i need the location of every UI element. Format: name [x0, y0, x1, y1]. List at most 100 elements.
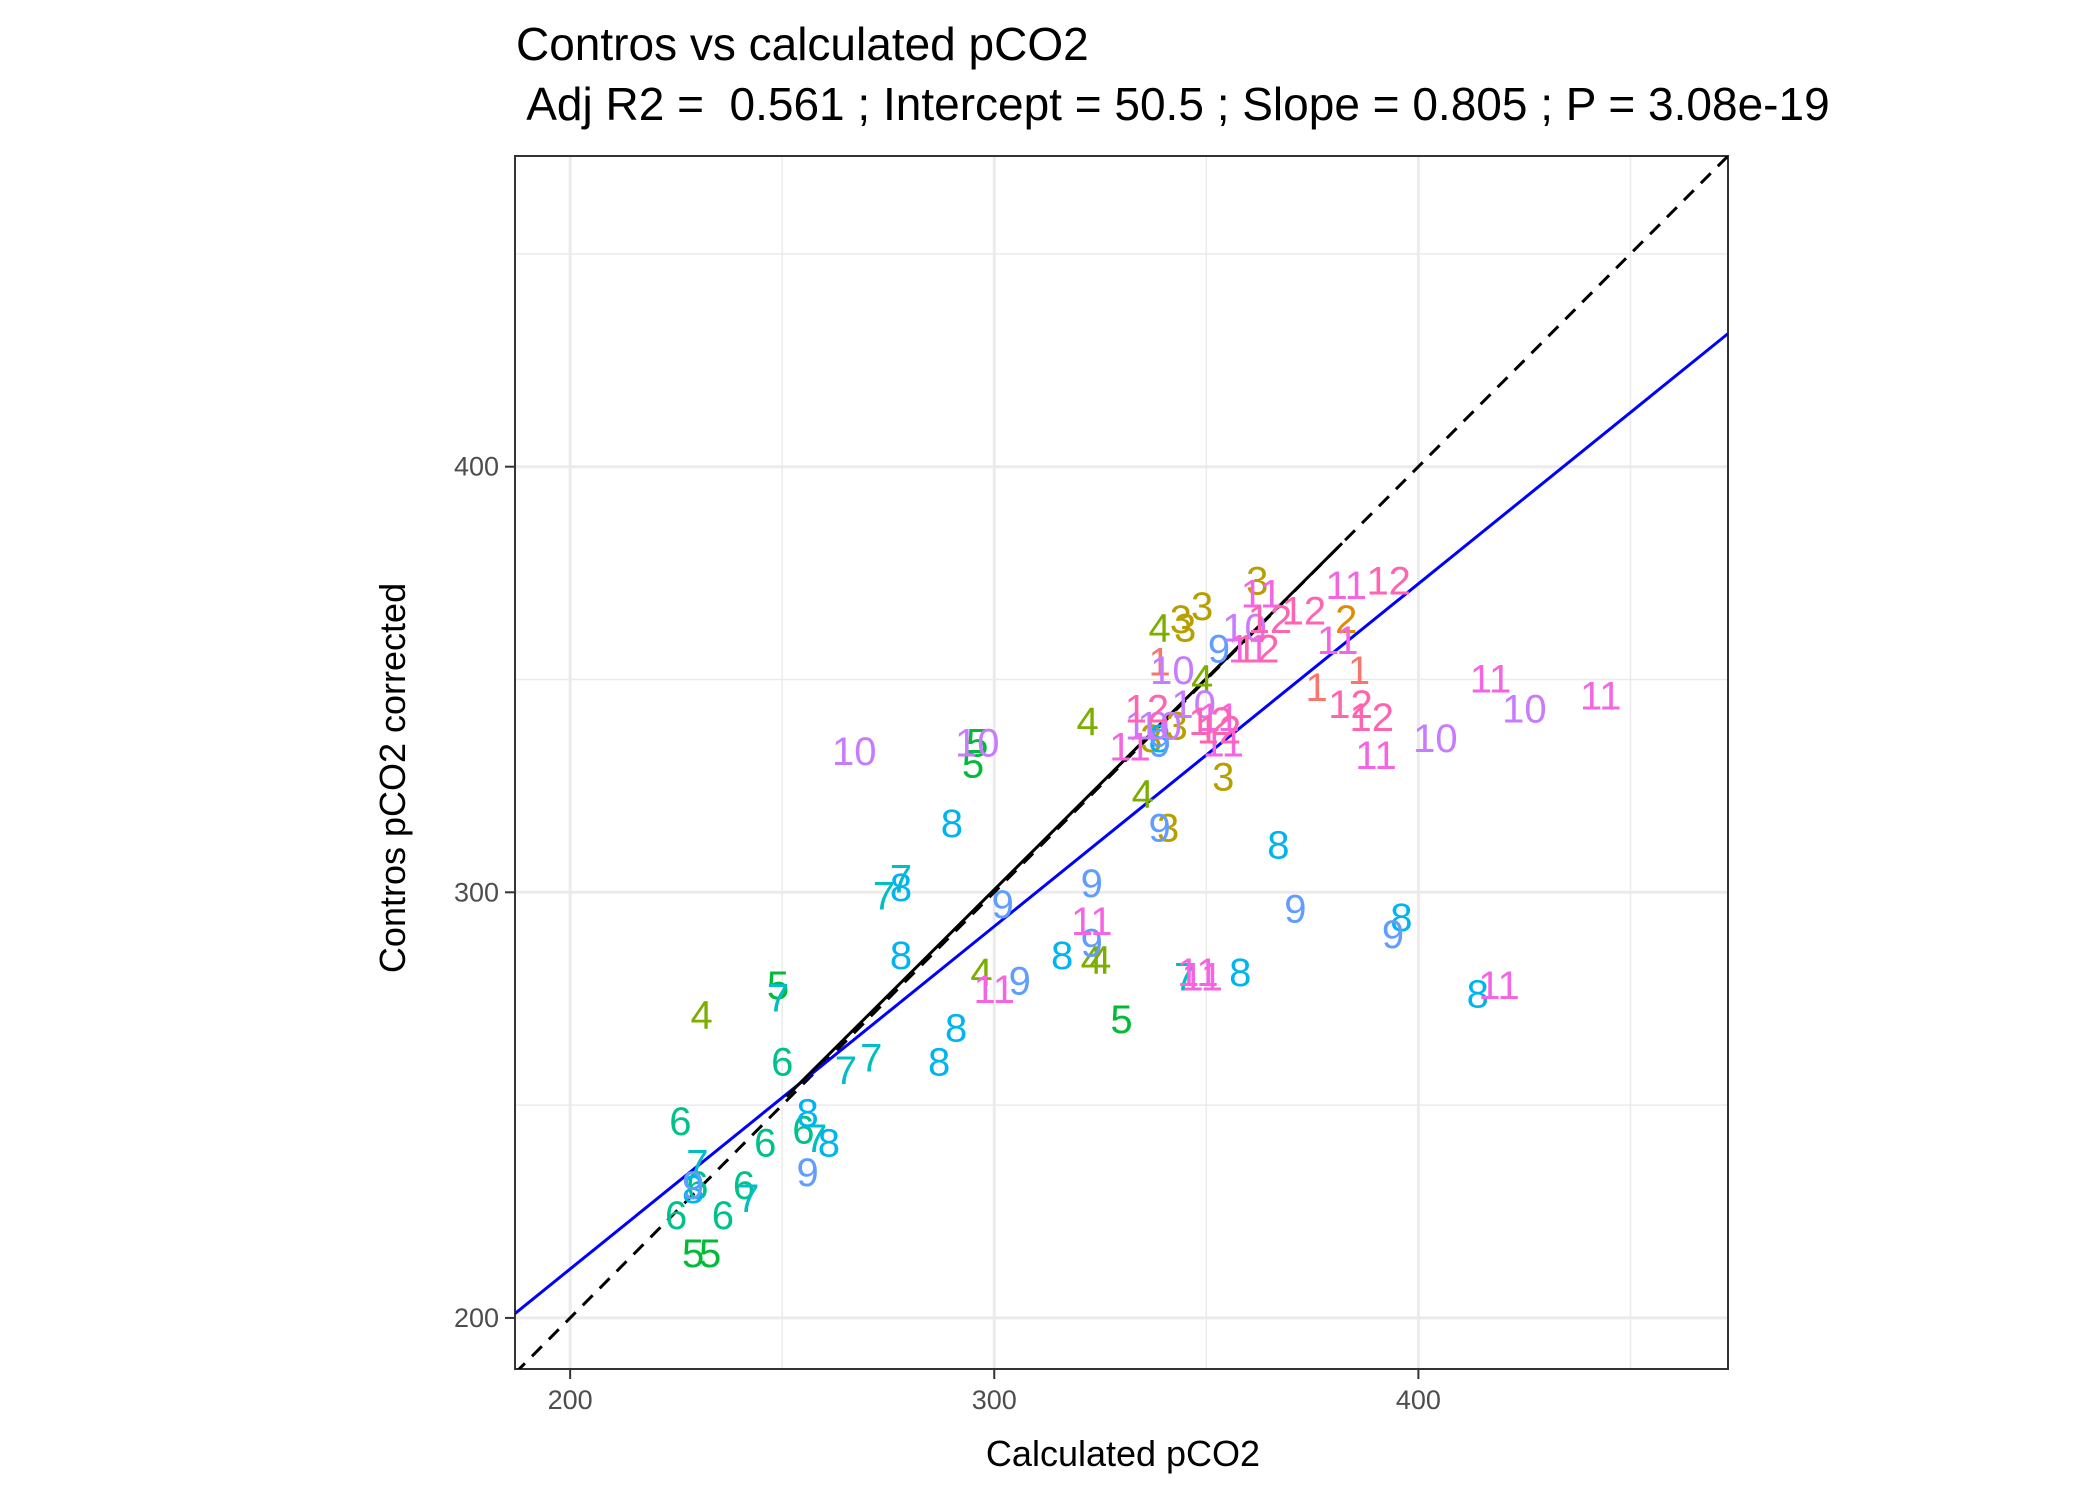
point-label: 8 — [1390, 896, 1412, 940]
x-tick-label: 300 — [972, 1385, 1017, 1415]
point-label: 8 — [1467, 972, 1489, 1016]
point-label: 12 — [1282, 589, 1327, 633]
point-label: 7 — [860, 1036, 882, 1080]
point-label: 5 — [966, 721, 988, 765]
point-label: 3 — [1166, 704, 1188, 748]
point-label: 11 — [1071, 900, 1113, 944]
point-label: 9 — [1284, 887, 1306, 931]
grid-lines — [515, 156, 1728, 1369]
point-label: 9 — [682, 1164, 704, 1208]
point-label: 4 — [970, 951, 992, 995]
point-label: 8 — [890, 866, 912, 910]
point-label: 11 — [1228, 628, 1270, 672]
point-label: 8 — [1267, 823, 1289, 867]
chart-title: Contros vs calculated pCO2 — [516, 18, 1089, 70]
point-label: 9 — [1149, 721, 1171, 765]
point-label: 5 — [699, 1232, 721, 1276]
point-label: 8 — [797, 1092, 819, 1136]
point-label: 5 — [1110, 998, 1132, 1042]
point-label: 12 — [1328, 683, 1373, 727]
chart-subtitle: Adj R2 = 0.561 ; Intercept = 50.5 ; Slop… — [516, 78, 1830, 130]
point-label: 10 — [1171, 683, 1216, 727]
point-label: 10 — [1125, 704, 1170, 748]
point-label: 11 — [1177, 951, 1219, 995]
point-label: 11 — [1203, 721, 1245, 765]
point-label: 12 — [1248, 598, 1293, 642]
point-label: 3 — [1170, 598, 1192, 642]
point-label: 9 — [1081, 862, 1103, 906]
point-label: 10 — [1413, 717, 1458, 761]
point-label: 2 — [1335, 598, 1357, 642]
point-label: 3 — [1246, 560, 1268, 604]
point-label: 8 — [928, 1041, 950, 1085]
point-label: 4 — [690, 994, 712, 1038]
point-label: 5 — [962, 743, 984, 787]
point-label: 7 — [805, 1117, 827, 1161]
point-label: 4 — [1081, 938, 1103, 982]
point-label: 10 — [1502, 687, 1547, 731]
x-axis-title: Calculated pCO2 — [986, 1433, 1260, 1474]
point-label: 9 — [1081, 921, 1103, 965]
point-label: 6 — [754, 1121, 776, 1165]
point-label: 9 — [992, 883, 1014, 927]
point-label: 3 — [1157, 806, 1179, 850]
point-label: 8 — [890, 934, 912, 978]
y-tick-label: 200 — [454, 1303, 499, 1333]
point-label: 5 — [767, 964, 789, 1008]
point-label: 11 — [1470, 658, 1512, 702]
point-label: 9 — [1009, 960, 1031, 1004]
point-label: 4 — [1076, 700, 1098, 744]
point-label: 3 — [1174, 606, 1196, 650]
point-label: 9 — [1208, 628, 1230, 672]
point-label: 11 — [973, 968, 1015, 1012]
point-label: 11 — [1198, 696, 1240, 740]
point-label: 7 — [890, 858, 912, 902]
point-label: 8 — [682, 1168, 704, 1212]
plot-panel-border — [514, 155, 1729, 1370]
line-segment — [785, 542, 1344, 1098]
point-label: 8 — [941, 802, 963, 846]
point-label: 8 — [1149, 717, 1171, 761]
point-label: 12 — [1366, 560, 1411, 604]
point-label: 8 — [818, 1121, 840, 1165]
point-label: 11 — [1478, 964, 1520, 1008]
point-label: 8 — [945, 1007, 967, 1051]
point-label: 6 — [792, 1109, 814, 1153]
point-label: 11 — [1241, 572, 1283, 616]
point-label: 7 — [737, 1177, 759, 1221]
point-label: 7 — [767, 977, 789, 1021]
point-label: 1 — [1348, 649, 1370, 693]
point-label: 8 — [1229, 951, 1251, 995]
point-label: 7 — [873, 875, 895, 919]
point-label: 4 — [1191, 658, 1213, 702]
point-label: 12 — [1125, 687, 1170, 731]
point-label: 3 — [1140, 717, 1162, 761]
point-label: 10 — [1150, 649, 1195, 693]
point-label: 5 — [682, 1232, 704, 1276]
point-label: 11 — [1181, 955, 1223, 999]
point-label: 10 — [832, 730, 877, 774]
x-tick-label: 200 — [548, 1385, 593, 1415]
point-label: 6 — [669, 1100, 691, 1144]
point-label: 6 — [686, 1164, 708, 1208]
point-label: 6 — [733, 1164, 755, 1208]
line-fit — [515, 332, 1728, 1315]
point-label: 1 — [1149, 640, 1171, 684]
point-label: 3 — [1212, 755, 1234, 799]
point-label: 4 — [1149, 606, 1171, 650]
point-label: 11 — [1355, 734, 1397, 778]
x-tick-label: 400 — [1396, 1385, 1441, 1415]
y-tick-label: 400 — [454, 452, 499, 482]
point-label: 4 — [1089, 938, 1111, 982]
point-label: 10 — [955, 721, 1000, 765]
point-label: 4 — [1132, 772, 1154, 816]
point-label: 11 — [1317, 619, 1359, 663]
axes: 200 300 400 200 300 400 — [454, 452, 1441, 1415]
point-label: 12 — [1349, 696, 1394, 740]
point-label: 11 — [1580, 675, 1622, 719]
point-label: 1 — [1305, 666, 1327, 710]
point-label: 12 — [1235, 628, 1280, 672]
